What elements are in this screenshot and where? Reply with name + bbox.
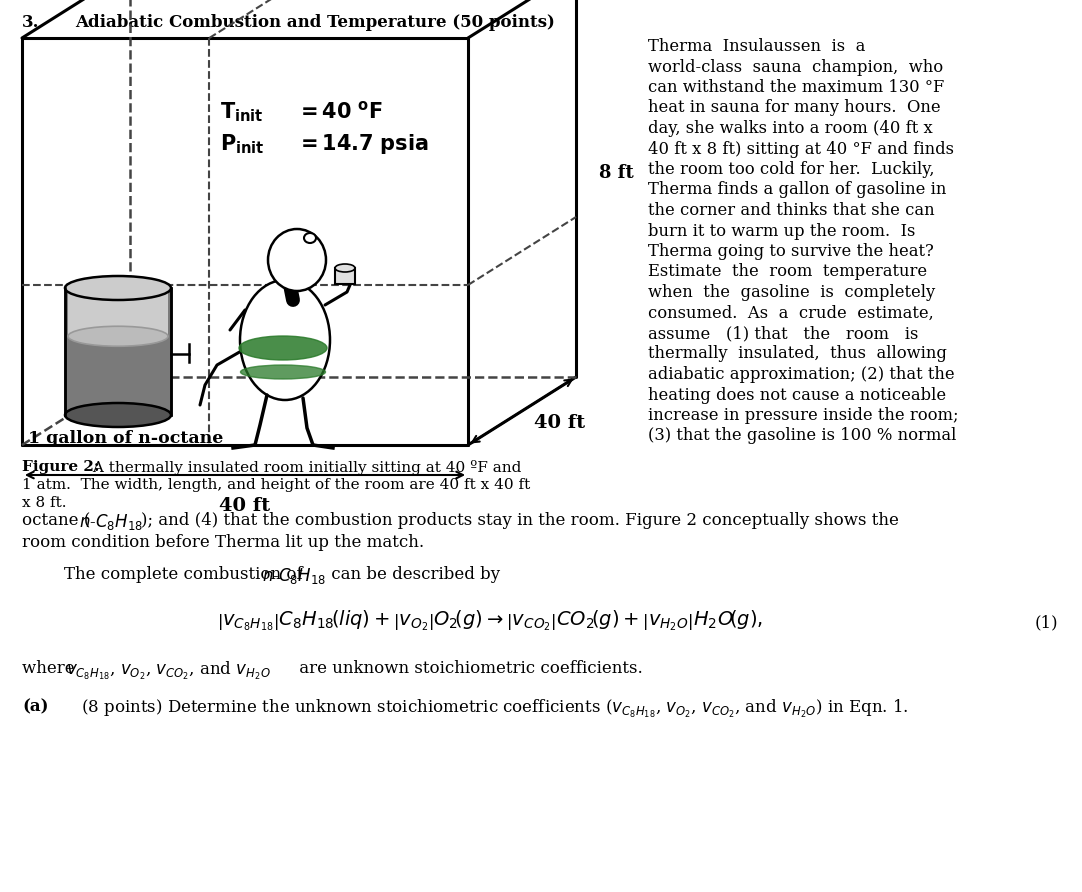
Text: $v_{C_8H_{18}}$, $v_{O_2}$, $v_{CO_2}$, and $v_{H_2O}$: $v_{C_8H_{18}}$, $v_{O_2}$, $v_{CO_2}$, …	[66, 660, 270, 682]
Text: the room too cold for her.  Luckily,: the room too cold for her. Luckily,	[648, 161, 935, 178]
Text: can be described by: can be described by	[326, 566, 500, 583]
Text: $n$-$C_8H_{18}$: $n$-$C_8H_{18}$	[262, 566, 326, 586]
Bar	[65, 288, 171, 415]
Text: 40 ft: 40 ft	[535, 414, 585, 432]
Text: (1): (1)	[1034, 614, 1058, 631]
Text: thermally  insulated,  thus  allowing: thermally insulated, thus allowing	[648, 345, 947, 362]
Ellipse shape	[304, 233, 316, 243]
Text: x 8 ft.: x 8 ft.	[22, 496, 66, 510]
Text: where: where	[22, 660, 80, 677]
Text: 40 ft: 40 ft	[220, 497, 270, 515]
Ellipse shape	[239, 336, 327, 360]
Text: $\mathbf{P}_{\mathbf{init}}$: $\mathbf{P}_{\mathbf{init}}$	[220, 132, 265, 155]
Text: $\mathbf{= 40\ {}^oF}$: $\mathbf{= 40\ {}^oF}$	[296, 100, 383, 122]
Text: increase in pressure inside the room;: increase in pressure inside the room;	[648, 407, 959, 424]
Text: Adiabatic Combustion and Temperature (50 points): Adiabatic Combustion and Temperature (50…	[75, 14, 555, 31]
Text: when  the  gasoline  is  completely: when the gasoline is completely	[648, 284, 935, 301]
Text: (3) that the gasoline is 100 % normal: (3) that the gasoline is 100 % normal	[648, 427, 956, 444]
Ellipse shape	[65, 276, 171, 300]
Text: 8 ft: 8 ft	[599, 164, 634, 183]
Text: Therma  Insulaussen  is  a: Therma Insulaussen is a	[648, 38, 866, 55]
Text: world-class  sauna  champion,  who: world-class sauna champion, who	[648, 59, 944, 76]
Text: heating does not cause a noticeable: heating does not cause a noticeable	[648, 386, 946, 403]
Text: Estimate  the  room  temperature: Estimate the room temperature	[648, 263, 927, 280]
Text: Therma finds a gallon of gasoline in: Therma finds a gallon of gasoline in	[648, 181, 947, 199]
Text: (8 points) Determine the unknown stoichiometric coefficients ($v_{C_8H_{18}}$, $: (8 points) Determine the unknown stoichi…	[60, 698, 909, 720]
Text: adiabatic approximation; (2) that the: adiabatic approximation; (2) that the	[648, 366, 954, 383]
Text: consumed.  As  a  crude  estimate,: consumed. As a crude estimate,	[648, 304, 934, 321]
Text: the corner and thinks that she can: the corner and thinks that she can	[648, 202, 935, 219]
Text: room condition before Therma lit up the match.: room condition before Therma lit up the …	[22, 534, 424, 551]
Ellipse shape	[240, 365, 326, 379]
Text: heat in sauna for many hours.  One: heat in sauna for many hours. One	[648, 100, 940, 117]
Text: A thermally insulated room initially sitting at 40 ºF and: A thermally insulated room initially sit…	[88, 460, 522, 475]
Text: octane (: octane (	[22, 512, 90, 529]
Text: are unknown stoichiometric coefficients.: are unknown stoichiometric coefficients.	[294, 660, 643, 677]
Text: day, she walks into a room (40 ft x: day, she walks into a room (40 ft x	[648, 120, 933, 137]
Text: assume   (1) that   the   room   is: assume (1) that the room is	[648, 325, 919, 342]
Ellipse shape	[240, 280, 330, 400]
Text: 1 gallon of n-octane: 1 gallon of n-octane	[28, 430, 223, 447]
Text: 40 ft x 8 ft) sitting at 40 °F and finds: 40 ft x 8 ft) sitting at 40 °F and finds	[648, 141, 954, 158]
Text: (a): (a)	[22, 698, 49, 715]
Text: 3.: 3.	[22, 14, 40, 31]
Text: The complete combustion of: The complete combustion of	[64, 566, 308, 583]
Text: 1 atm.  The width, length, and height of the room are 40 ft x 40 ft: 1 atm. The width, length, and height of …	[22, 478, 530, 492]
Text: $n$-$C_8H_{18}$: $n$-$C_8H_{18}$	[79, 512, 143, 532]
Text: can withstand the maximum 130 °F: can withstand the maximum 130 °F	[648, 79, 945, 96]
Ellipse shape	[268, 229, 326, 291]
Text: $\mathbf{T}_{\mathbf{init}}$: $\mathbf{T}_{\mathbf{init}}$	[220, 100, 264, 124]
Text: Figure 2:: Figure 2:	[22, 460, 100, 474]
Bar	[68, 288, 168, 336]
Ellipse shape	[68, 326, 168, 346]
Text: $\mathbf{= 14.7\ psia}$: $\mathbf{= 14.7\ psia}$	[296, 132, 428, 156]
Text: ); and (4) that the combustion products stay in the room. Figure 2 conceptually : ); and (4) that the combustion products …	[141, 512, 899, 529]
Text: burn it to warm up the room.  Is: burn it to warm up the room. Is	[648, 222, 915, 239]
Ellipse shape	[65, 403, 171, 427]
Ellipse shape	[335, 264, 355, 272]
Bar	[335, 268, 355, 284]
Text: $\left|v_{C_8H_{18}}\right|C_8H_{18}\!\left(liq\right)+\left|v_{O_2}\right|O_2\!: $\left|v_{C_8H_{18}}\right|C_8H_{18}\!\l…	[217, 608, 763, 632]
Text: Therma going to survive the heat?: Therma going to survive the heat?	[648, 243, 934, 260]
